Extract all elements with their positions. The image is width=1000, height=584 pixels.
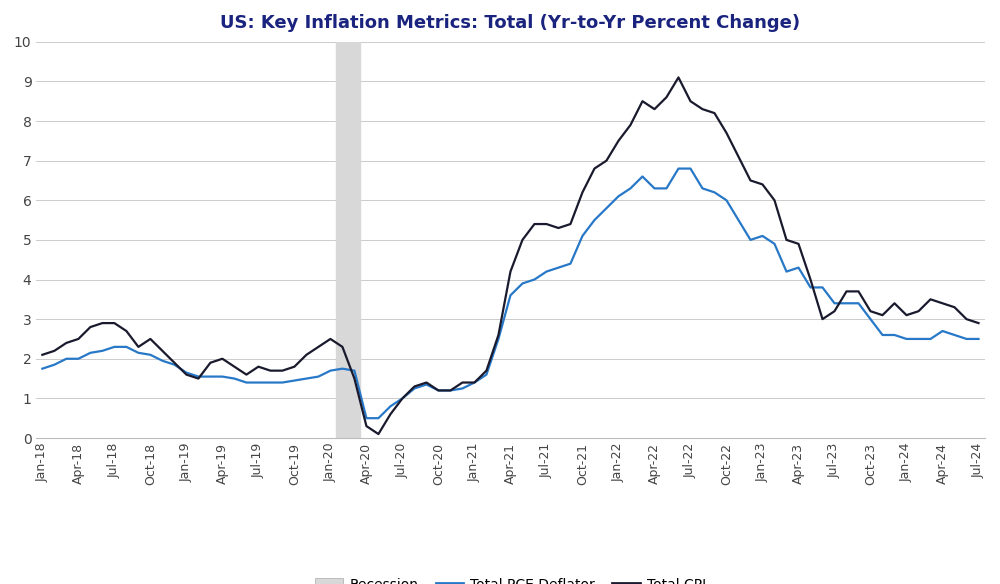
Total CPI [420, 379, 432, 386]
Total PCE Deflator [420, 381, 432, 388]
Total PCE Deflator [744, 237, 756, 244]
Total CPI [973, 319, 985, 326]
Total PCE Deflator [36, 365, 48, 372]
Total CPI [264, 367, 276, 374]
Total CPI [432, 387, 444, 394]
Total CPI [36, 352, 48, 359]
Total CPI [672, 74, 684, 81]
Total CPI [588, 165, 600, 172]
Total CPI [372, 430, 384, 437]
Total PCE Deflator [432, 387, 444, 394]
Total PCE Deflator [360, 415, 372, 422]
Total CPI [744, 177, 756, 184]
Total PCE Deflator [264, 379, 276, 386]
Line: Total CPI: Total CPI [42, 78, 979, 434]
Total PCE Deflator [588, 217, 600, 224]
Total CPI [288, 363, 300, 370]
Line: Total PCE Deflator: Total PCE Deflator [42, 169, 979, 418]
Title: US: Key Inflation Metrics: Total (Yr-to-Yr Percent Change): US: Key Inflation Metrics: Total (Yr-to-… [220, 14, 801, 32]
Total PCE Deflator [973, 335, 985, 342]
Legend: Recession, Total PCE Deflator, Total CPI: Recession, Total PCE Deflator, Total CPI [310, 572, 711, 584]
Total PCE Deflator [672, 165, 684, 172]
Bar [336, 42, 360, 438]
Total PCE Deflator [288, 377, 300, 384]
